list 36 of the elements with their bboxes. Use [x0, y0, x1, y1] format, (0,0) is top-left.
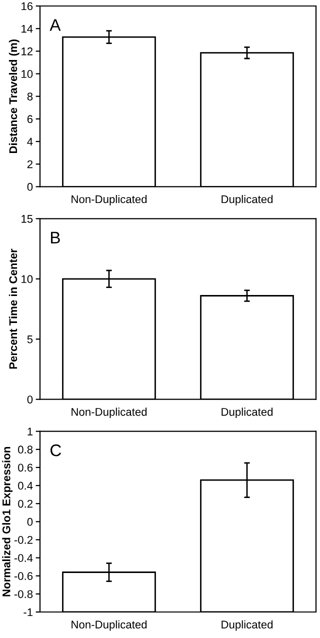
y-tick-label: 0 — [27, 182, 33, 191]
y-tick-label: 8 — [27, 92, 33, 100]
y-tick-label: 0 — [27, 518, 33, 526]
y-axis-title: Normalized Glo1 Expression — [2, 447, 13, 596]
annotation: C — [50, 444, 62, 456]
y-tick-label: -0.6 — [14, 572, 33, 580]
y-tick-label: 14 — [22, 24, 33, 33]
y-tick-label: 4 — [27, 138, 33, 146]
y-axis-title: Distance Traveled (m) — [8, 39, 20, 154]
y-tick-label: -0.8 — [14, 590, 33, 598]
y-tick-label: 12 — [22, 47, 32, 56]
x-tick-label: Non-Duplicated — [72, 195, 147, 206]
y-tick-label: 5 — [27, 335, 33, 344]
y-tick-label: 0 — [27, 396, 33, 404]
y-tick-label: 0.8 — [18, 446, 33, 454]
annotation: B — [51, 232, 60, 244]
y-tick-label: 15 — [22, 215, 33, 223]
y-tick-label: 1 — [28, 428, 33, 436]
y-tick-label: 10 — [22, 70, 33, 78]
y-tick-label: 0.2 — [18, 500, 32, 508]
x-tick-label: Duplicated — [222, 408, 273, 418]
x-tick-label: Non-Duplicated — [72, 620, 147, 631]
x-tick-label: Duplicated — [222, 620, 273, 631]
y-tick-label: 2 — [27, 160, 32, 168]
y-tick-label: -0.4 — [14, 554, 33, 562]
y-tick-label: 10 — [22, 275, 33, 284]
y-tick-label: 16 — [22, 2, 33, 10]
y-tick-label: 6 — [27, 115, 33, 124]
y-tick-label: 0.6 — [18, 464, 33, 472]
y-tick-label: -0.2 — [14, 536, 32, 544]
x-tick-label: Non-Duplicated — [72, 408, 147, 418]
y-tick-label: 0.4 — [18, 482, 33, 490]
x-tick-label: Duplicated — [222, 195, 273, 206]
annotation: A — [50, 19, 61, 31]
y-tick-label: -1 — [24, 608, 33, 616]
y-axis-title: Percent Time in Center — [8, 248, 18, 369]
